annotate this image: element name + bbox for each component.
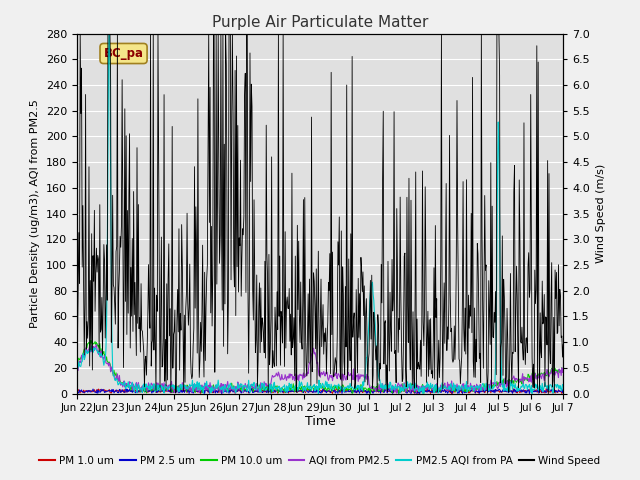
Text: BC_pa: BC_pa <box>104 47 143 60</box>
Y-axis label: Wind Speed (m/s): Wind Speed (m/s) <box>596 164 605 263</box>
Y-axis label: Particle Density (ug/m3), AQI from PM2.5: Particle Density (ug/m3), AQI from PM2.5 <box>30 99 40 328</box>
X-axis label: Time: Time <box>305 415 335 428</box>
Legend: PM 1.0 um, PM 2.5 um, PM 10.0 um, AQI from PM2.5, PM2.5 AQI from PA, Wind Speed: PM 1.0 um, PM 2.5 um, PM 10.0 um, AQI fr… <box>35 452 605 470</box>
Title: Purple Air Particulate Matter: Purple Air Particulate Matter <box>212 15 428 30</box>
